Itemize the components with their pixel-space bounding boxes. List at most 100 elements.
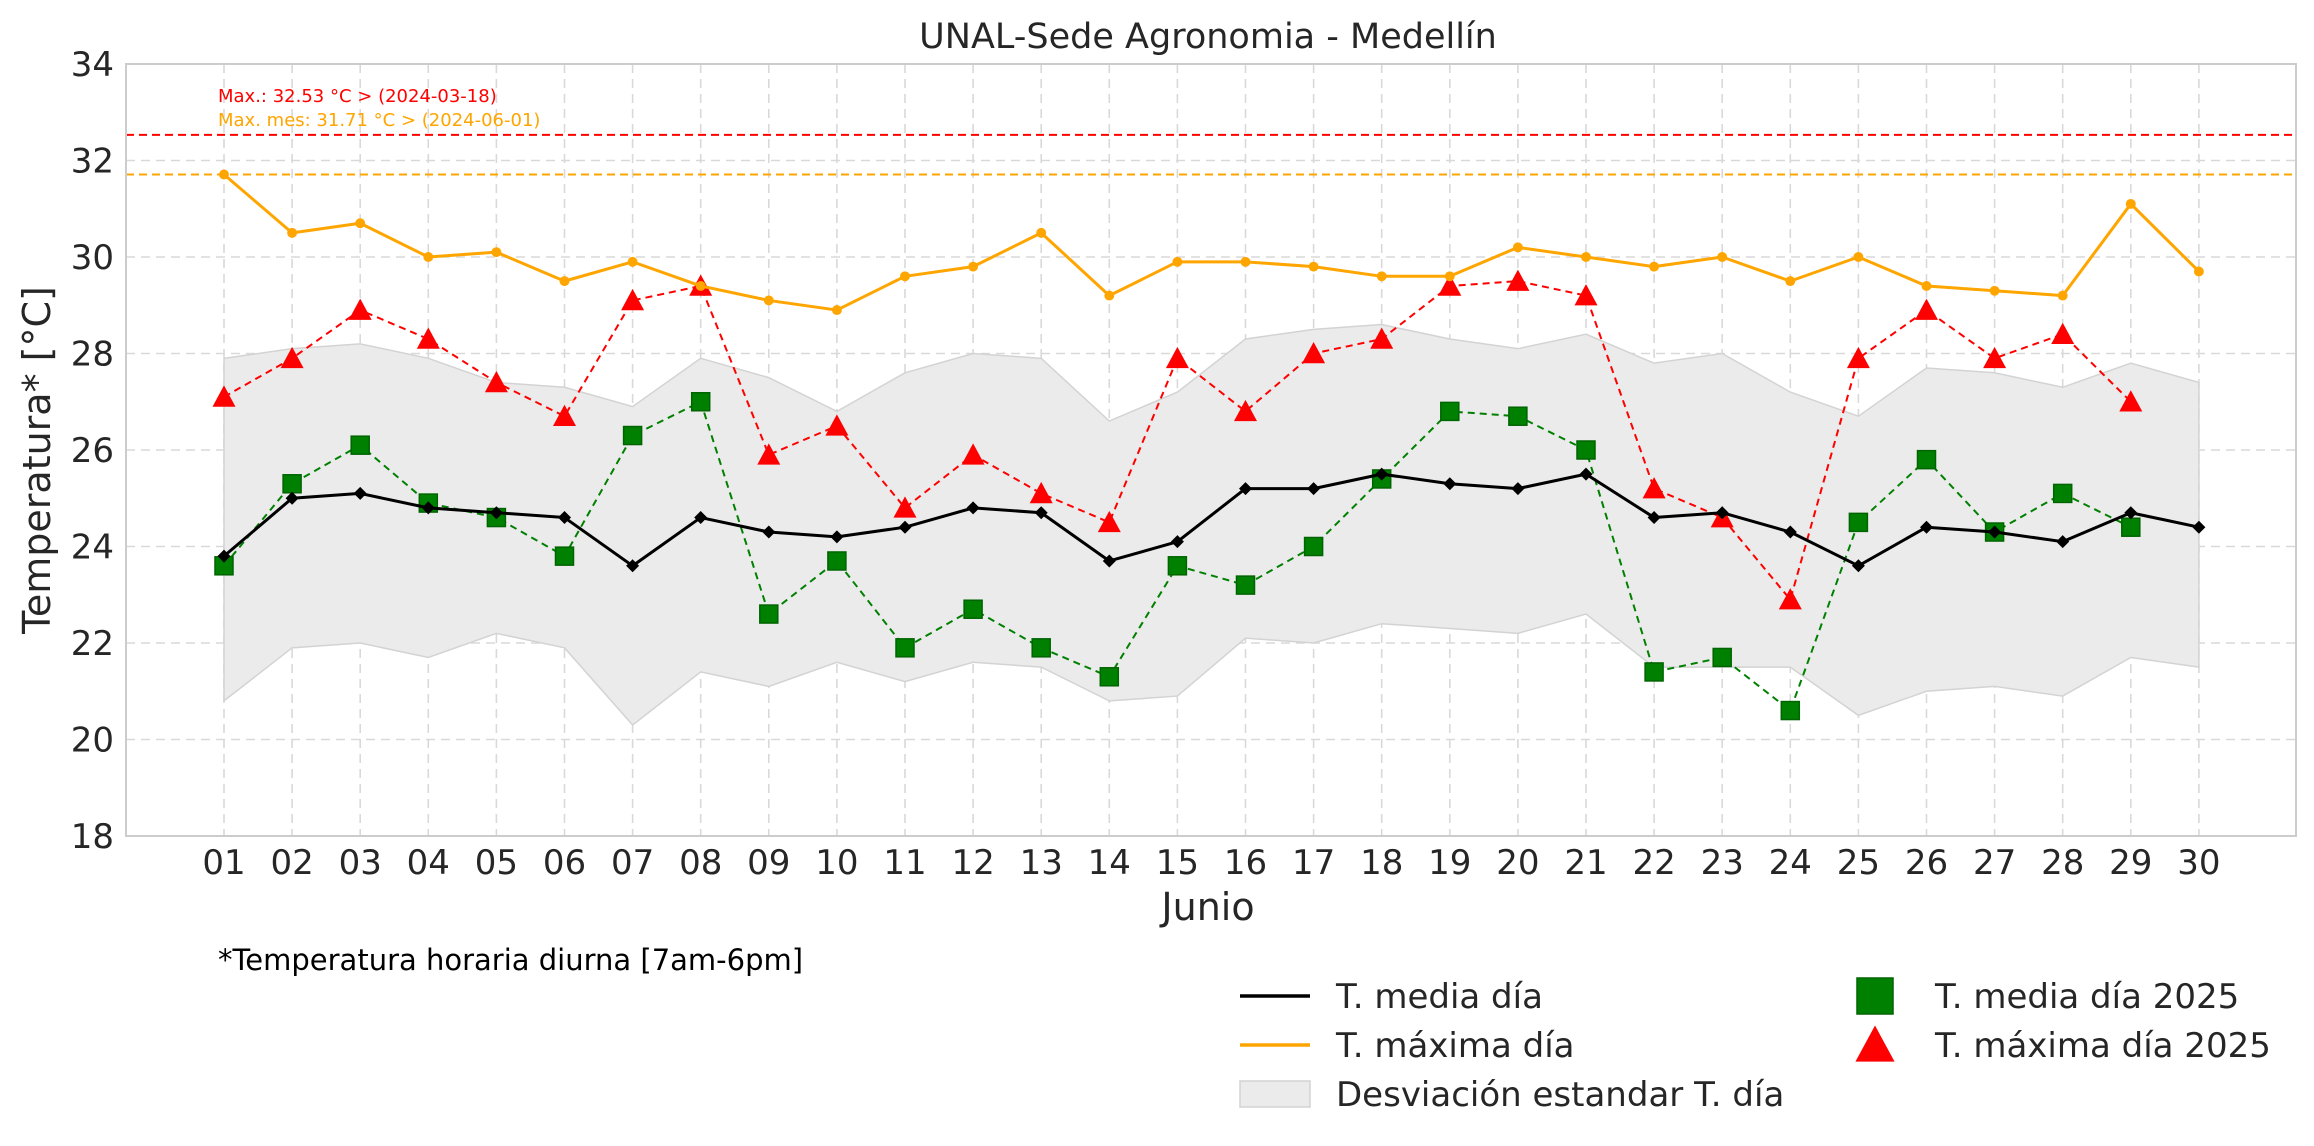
- data-point-t-media-d-a: [2056, 535, 2070, 549]
- x-tick-label: 24: [1769, 843, 1812, 883]
- data-point-t-media-d-a-2025: [1780, 700, 1801, 721]
- legend-label-t-m-xima-d-a: T. máxima día: [1335, 1026, 1575, 1066]
- data-point-t-m-xima-d-a: [1104, 290, 1115, 301]
- data-point-t-media-d-a: [1443, 477, 1457, 491]
- data-point-t-m-xima-d-a: [1921, 281, 1932, 291]
- data-point-t-m-xima-d-a-2025: [1370, 327, 1394, 349]
- data-point-t-m-xima-d-a: [1853, 252, 1864, 262]
- reference-label-max-month: Max. mes: 31.71 °C > (2024-06-01): [218, 110, 540, 131]
- data-point-t-media-d-a-2025: [2121, 517, 2141, 537]
- data-point-t-m-xima-d-a-2025: [1778, 588, 1802, 610]
- data-point-t-media-d-a: [285, 491, 299, 505]
- data-point-t-m-xima-d-a: [1376, 271, 1387, 282]
- data-point-t-media-d-a-2025: [350, 435, 370, 455]
- y-tick-label: 32: [71, 142, 114, 182]
- data-point-t-m-xima-d-a: [491, 247, 502, 258]
- data-point-t-m-xima-d-a: [968, 261, 979, 272]
- legend: T. media día T. máxima día Desviación esta…: [1239, 977, 2271, 1115]
- x-tick-label: 22: [1632, 843, 1675, 883]
- data-point-t-m-xima-d-a: [831, 305, 842, 316]
- y-tick-label: 26: [71, 431, 114, 471]
- data-point-t-media-d-a-2025: [827, 551, 847, 571]
- data-point-t-media-d-a: [626, 559, 640, 573]
- data-point-t-m-xima-d-a-2025: [1438, 274, 1462, 296]
- data-point-t-media-d-a: [353, 486, 367, 500]
- chart-title: UNAL-Sede Agronomia - Medellín: [919, 17, 1497, 57]
- data-point-t-media-d-a: [1579, 467, 1593, 481]
- axes-frame: [125, 63, 2297, 837]
- y-tick-label: 22: [71, 624, 114, 664]
- legend-label-t-media-d-a-2025: T. media día 2025: [1934, 977, 2239, 1017]
- data-point-t-media-d-a: [966, 501, 980, 515]
- data-point-t-m-xima-d-a-2025: [1302, 342, 1326, 364]
- data-point-t-media-d-a: [421, 501, 435, 515]
- y-tick-label: 18: [71, 817, 114, 857]
- data-point-t-m-xima-d-a-2025: [348, 298, 372, 320]
- data-point-t-media-d-a: [1783, 525, 1797, 539]
- x-tick-label: 20: [1496, 843, 1539, 883]
- y-tick-label: 30: [71, 238, 114, 278]
- data-point-t-media-d-a: [1239, 482, 1252, 496]
- data-point-t-m-xima-d-a: [423, 252, 434, 262]
- data-point-t-m-xima-d-a-2025: [1165, 346, 1189, 369]
- data-point-t-m-xima-d-a: [2193, 266, 2204, 277]
- data-point-t-media-d-a-2025: [1508, 406, 1528, 426]
- x-tick-label: 15: [1156, 843, 1199, 883]
- y-tick-label: 24: [71, 528, 114, 568]
- data-point-t-m-xima-d-a-2025: [1029, 481, 1053, 504]
- data-point-t-m-xima-d-a: [1512, 242, 1523, 253]
- data-point-t-m-xima-d-a: [355, 218, 366, 229]
- data-point-t-m-xima-d-a-2025: [1097, 510, 1121, 533]
- data-point-t-m-xima-d-a: [1717, 252, 1728, 262]
- y-tick-label: 34: [71, 45, 114, 85]
- footnote: *Temperatura horaria diurna [7am-6pm]: [218, 943, 803, 977]
- data-point-t-media-d-a-2025: [895, 638, 915, 658]
- x-axis-label: Junio: [1159, 885, 1254, 929]
- x-tick-label: 30: [2177, 843, 2220, 883]
- data-point-t-m-xima-d-a: [695, 281, 706, 291]
- data-point-t-m-xima-d-a-2025: [553, 404, 576, 426]
- legend-label-t-media-d-a: T. media día: [1335, 977, 1543, 1017]
- data-point-t-media-d-a-2025: [1303, 536, 1324, 557]
- data-point-t-media-d-a-2025: [963, 599, 983, 619]
- data-point-t-m-xima-d-a: [287, 227, 298, 238]
- data-point-t-media-d-a-2025: [1644, 662, 1664, 682]
- data-point-t-m-xima-d-a-2025: [757, 443, 781, 465]
- data-point-t-m-xima-d-a: [1172, 256, 1183, 267]
- data-point-t-m-xima-d-a-2025: [1846, 346, 1870, 369]
- data-point-t-m-xima-d-a: [2125, 198, 2136, 209]
- data-point-t-media-d-a: [1375, 467, 1389, 481]
- data-point-t-media-d-a: [694, 511, 708, 525]
- data-point-t-media-d-a: [1647, 511, 1661, 525]
- data-point-t-m-xima-d-a-2025: [825, 414, 849, 436]
- data-point-t-m-xima-d-a: [1240, 256, 1251, 267]
- data-point-t-m-xima-d-a: [900, 271, 910, 282]
- x-tick-label: 29: [2109, 843, 2152, 883]
- x-tick-label: 01: [202, 843, 245, 883]
- data-point-t-media-d-a: [1988, 525, 2002, 539]
- x-tick-label: 14: [1088, 843, 1131, 883]
- legend-swatch-t-m-xima-d-a-2025: [1855, 1025, 1895, 1062]
- data-point-t-media-d-a-2025: [2052, 483, 2073, 504]
- data-point-t-media-d-a: [1920, 520, 1933, 534]
- x-tick-label: 19: [1428, 843, 1471, 883]
- x-tick-label: 26: [1905, 843, 1948, 883]
- x-tick-label: 08: [679, 843, 722, 883]
- data-point-t-m-xima-d-a-2025: [621, 288, 645, 311]
- x-tick-label: 13: [1020, 843, 1063, 883]
- data-point-t-media-d-a: [1307, 482, 1321, 496]
- x-tick-label: 07: [611, 843, 654, 883]
- data-point-t-m-xima-d-a: [627, 256, 638, 267]
- data-point-t-m-xima-d-a-2025: [2051, 322, 2075, 344]
- data-point-t-media-d-a-2025: [554, 546, 575, 566]
- x-tick-label: 05: [475, 843, 518, 883]
- series-line-t-media-d-a: [223, 472, 2200, 568]
- data-point-t-m-xima-d-a: [1649, 261, 1660, 272]
- data-point-t-media-d-a-2025: [1031, 638, 1051, 658]
- x-tick-label: 18: [1360, 843, 1403, 883]
- x-tick-label: 17: [1292, 843, 1335, 883]
- data-point-t-m-xima-d-a: [1785, 276, 1796, 287]
- data-point-t-media-d-a: [1170, 535, 1184, 549]
- data-point-t-m-xima-d-a-2025: [2119, 390, 2143, 412]
